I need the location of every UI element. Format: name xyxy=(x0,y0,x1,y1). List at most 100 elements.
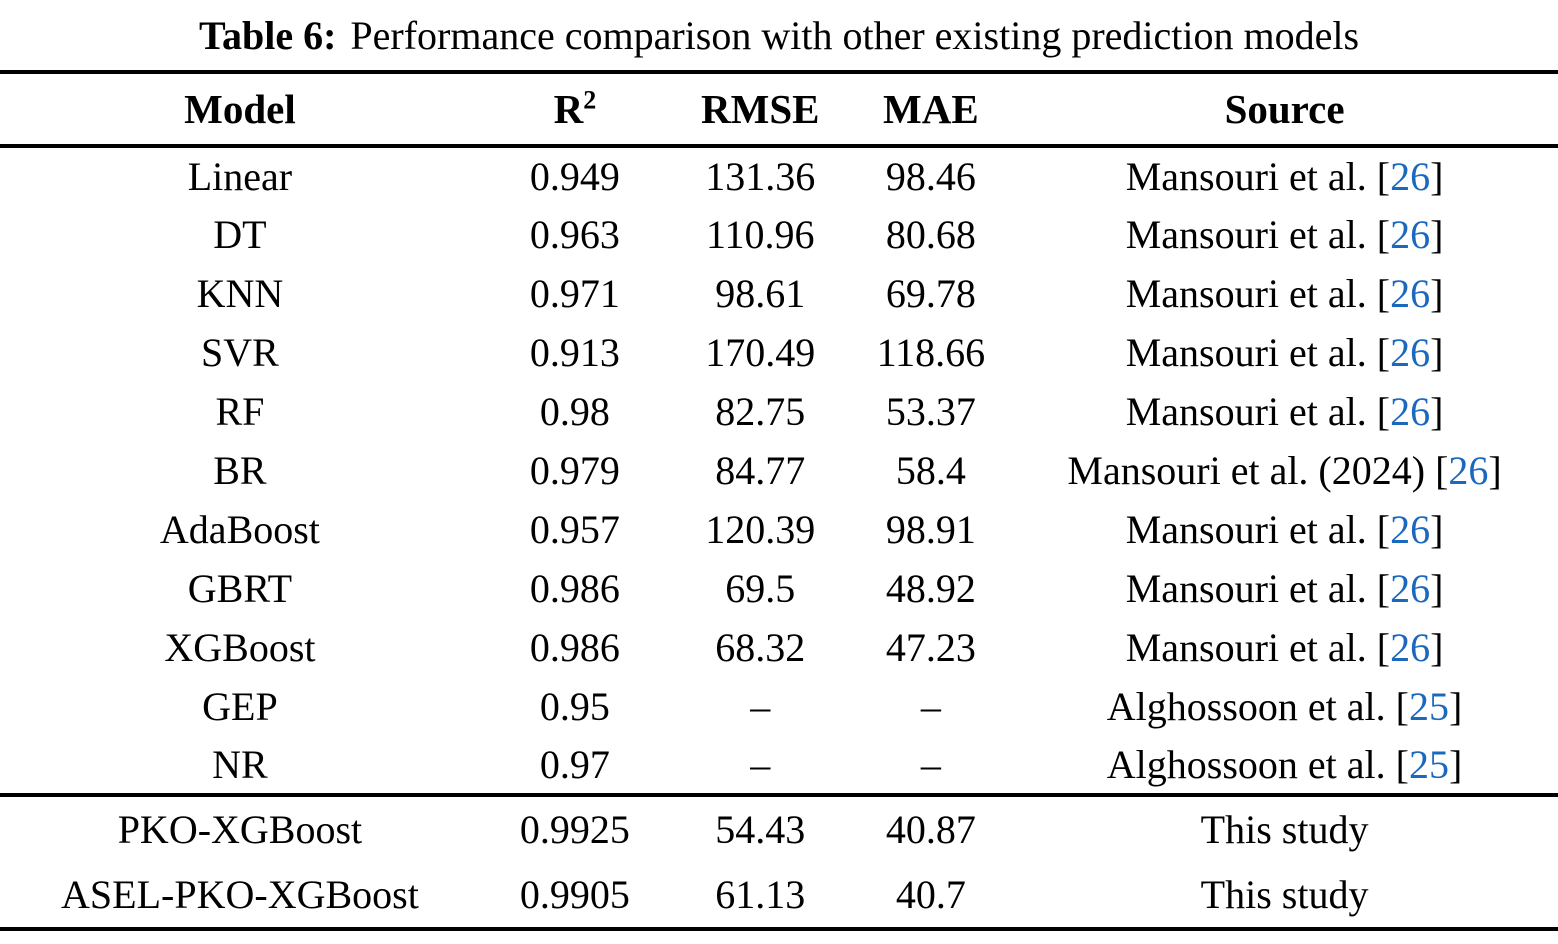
citation-ref-link[interactable]: 26 xyxy=(1448,448,1489,493)
citation-ref-link[interactable]: 26 xyxy=(1390,271,1431,316)
r2-cell: 0.949 xyxy=(529,154,620,199)
mae-cell: 69.78 xyxy=(885,271,976,316)
mae-cell: 80.68 xyxy=(885,212,976,257)
source-text: Mansouri et al. (2024) [ xyxy=(1067,448,1449,493)
source-text: Alghossoon et al. [ xyxy=(1106,684,1409,729)
mae-cell: 47.23 xyxy=(885,625,976,670)
mae-cell: – xyxy=(920,684,941,729)
source-cell: Mansouri et al. [26] xyxy=(1011,382,1558,441)
source-cell: Mansouri et al. [26] xyxy=(1011,146,1558,205)
source-cell: This study xyxy=(1011,795,1558,862)
source-cell: Mansouri et al. [26] xyxy=(1011,205,1558,264)
header-rmse: RMSE xyxy=(701,86,820,132)
model-cell: SVR xyxy=(201,330,279,375)
model-cell: GBRT xyxy=(187,566,293,611)
citation-ref-link[interactable]: 26 xyxy=(1390,566,1431,611)
source-cell: Mansouri et al. (2024) [26] xyxy=(1011,441,1558,500)
table-row: XGBoost 0.986 68.32 47.23 Mansouri et al… xyxy=(0,618,1558,677)
source-cell: This study xyxy=(1011,862,1558,929)
model-cell: BR xyxy=(213,448,267,493)
mae-cell: 118.66 xyxy=(876,330,986,375)
model-cell: XGBoost xyxy=(164,625,316,670)
mae-cell: 98.91 xyxy=(885,507,976,552)
table-row: AdaBoost 0.957 120.39 98.91 Mansouri et … xyxy=(0,500,1558,559)
table-caption-text: Performance comparison with other existi… xyxy=(350,12,1360,58)
table-row: KNN 0.971 98.61 69.78 Mansouri et al. [2… xyxy=(0,264,1558,323)
citation-ref-link[interactable]: 26 xyxy=(1390,212,1431,257)
source-text-close: ] xyxy=(1430,507,1444,552)
rmse-cell: – xyxy=(750,742,771,787)
table-row: GEP 0.95 – – Alghossoon et al. [25] xyxy=(0,677,1558,736)
mae-cell: 40.7 xyxy=(895,872,966,917)
rmse-cell: – xyxy=(750,684,771,729)
table-row: RF 0.98 82.75 53.37 Mansouri et al. [26] xyxy=(0,382,1558,441)
table-caption-label: Table 6: xyxy=(198,12,337,58)
source-cell: Mansouri et al. [26] xyxy=(1011,559,1558,618)
source-text: This study xyxy=(1200,872,1369,917)
rmse-cell: 170.49 xyxy=(705,330,816,375)
r2-cell: 0.979 xyxy=(529,448,620,493)
source-text-close: ] xyxy=(1448,742,1463,787)
table-row: GBRT 0.986 69.5 48.92 Mansouri et al. [2… xyxy=(0,559,1558,618)
rmse-cell: 54.43 xyxy=(715,807,806,852)
source-cell: Mansouri et al. [26] xyxy=(1011,264,1558,323)
r2-cell: 0.971 xyxy=(529,271,620,316)
header-r2: R2 xyxy=(480,72,670,146)
source-text: Mansouri et al. [ xyxy=(1125,389,1391,434)
model-cell: ASEL-PKO-XGBoost xyxy=(61,872,419,917)
citation-ref-link[interactable]: 26 xyxy=(1390,625,1431,670)
citation-ref-link[interactable]: 26 xyxy=(1390,389,1431,434)
source-text-close: ] xyxy=(1430,212,1444,257)
citation-ref-link[interactable]: 25 xyxy=(1408,742,1449,787)
source-text: Mansouri et al. [ xyxy=(1125,212,1391,257)
model-cell: Linear xyxy=(187,154,293,199)
header-r2-superscript: 2 xyxy=(583,85,597,115)
source-cell: Alghossoon et al. [25] xyxy=(1011,736,1558,795)
mae-cell: 48.92 xyxy=(885,566,976,611)
citation-ref-link[interactable]: 26 xyxy=(1390,507,1431,552)
r2-cell: 0.9925 xyxy=(519,807,630,852)
mae-cell: 98.46 xyxy=(885,154,976,199)
rmse-cell: 82.75 xyxy=(715,389,806,434)
rmse-cell: 69.5 xyxy=(725,566,796,611)
table-body-existing-models: Linear 0.949 131.36 98.46 Mansouri et al… xyxy=(0,146,1558,795)
source-text-close: ] xyxy=(1430,271,1444,316)
mae-cell: 53.37 xyxy=(885,389,976,434)
model-cell: RF xyxy=(215,389,265,434)
r2-cell: 0.957 xyxy=(529,507,620,552)
r2-cell: 0.986 xyxy=(529,625,620,670)
r2-cell: 0.913 xyxy=(529,330,620,375)
source-text-close: ] xyxy=(1430,566,1444,611)
source-text: Mansouri et al. [ xyxy=(1125,625,1391,670)
header-model: Model xyxy=(184,86,296,132)
source-text-close: ] xyxy=(1430,389,1444,434)
source-text-close: ] xyxy=(1488,448,1502,493)
rmse-cell: 84.77 xyxy=(715,448,806,493)
source-text: Alghossoon et al. [ xyxy=(1106,742,1409,787)
source-cell: Mansouri et al. [26] xyxy=(1011,500,1558,559)
r2-cell: 0.97 xyxy=(539,742,610,787)
header-source: Source xyxy=(1224,86,1345,132)
table-row: ASEL-PKO-XGBoost 0.9905 61.13 40.7 This … xyxy=(0,862,1558,929)
r2-cell: 0.95 xyxy=(539,684,610,729)
citation-ref-link[interactable]: 26 xyxy=(1390,330,1431,375)
citation-ref-link[interactable]: 25 xyxy=(1408,684,1449,729)
model-cell: PKO-XGBoost xyxy=(117,807,363,852)
model-cell: AdaBoost xyxy=(159,507,320,552)
source-text: Mansouri et al. [ xyxy=(1125,566,1391,611)
rmse-cell: 110.96 xyxy=(706,212,815,257)
rmse-cell: 131.36 xyxy=(705,154,816,199)
source-text: Mansouri et al. [ xyxy=(1125,330,1391,375)
mae-cell: 58.4 xyxy=(895,448,966,493)
rmse-cell: 61.13 xyxy=(715,872,806,917)
rmse-cell: 98.61 xyxy=(715,271,806,316)
source-text-close: ] xyxy=(1430,330,1444,375)
mae-cell: – xyxy=(920,742,941,787)
table-row: DT 0.963 110.96 80.68 Mansouri et al. [2… xyxy=(0,205,1558,264)
rmse-cell: 68.32 xyxy=(715,625,806,670)
citation-ref-link[interactable]: 26 xyxy=(1390,154,1431,199)
r2-cell: 0.986 xyxy=(529,566,620,611)
table-row: SVR 0.913 170.49 118.66 Mansouri et al. … xyxy=(0,323,1558,382)
model-cell: DT xyxy=(213,212,267,257)
